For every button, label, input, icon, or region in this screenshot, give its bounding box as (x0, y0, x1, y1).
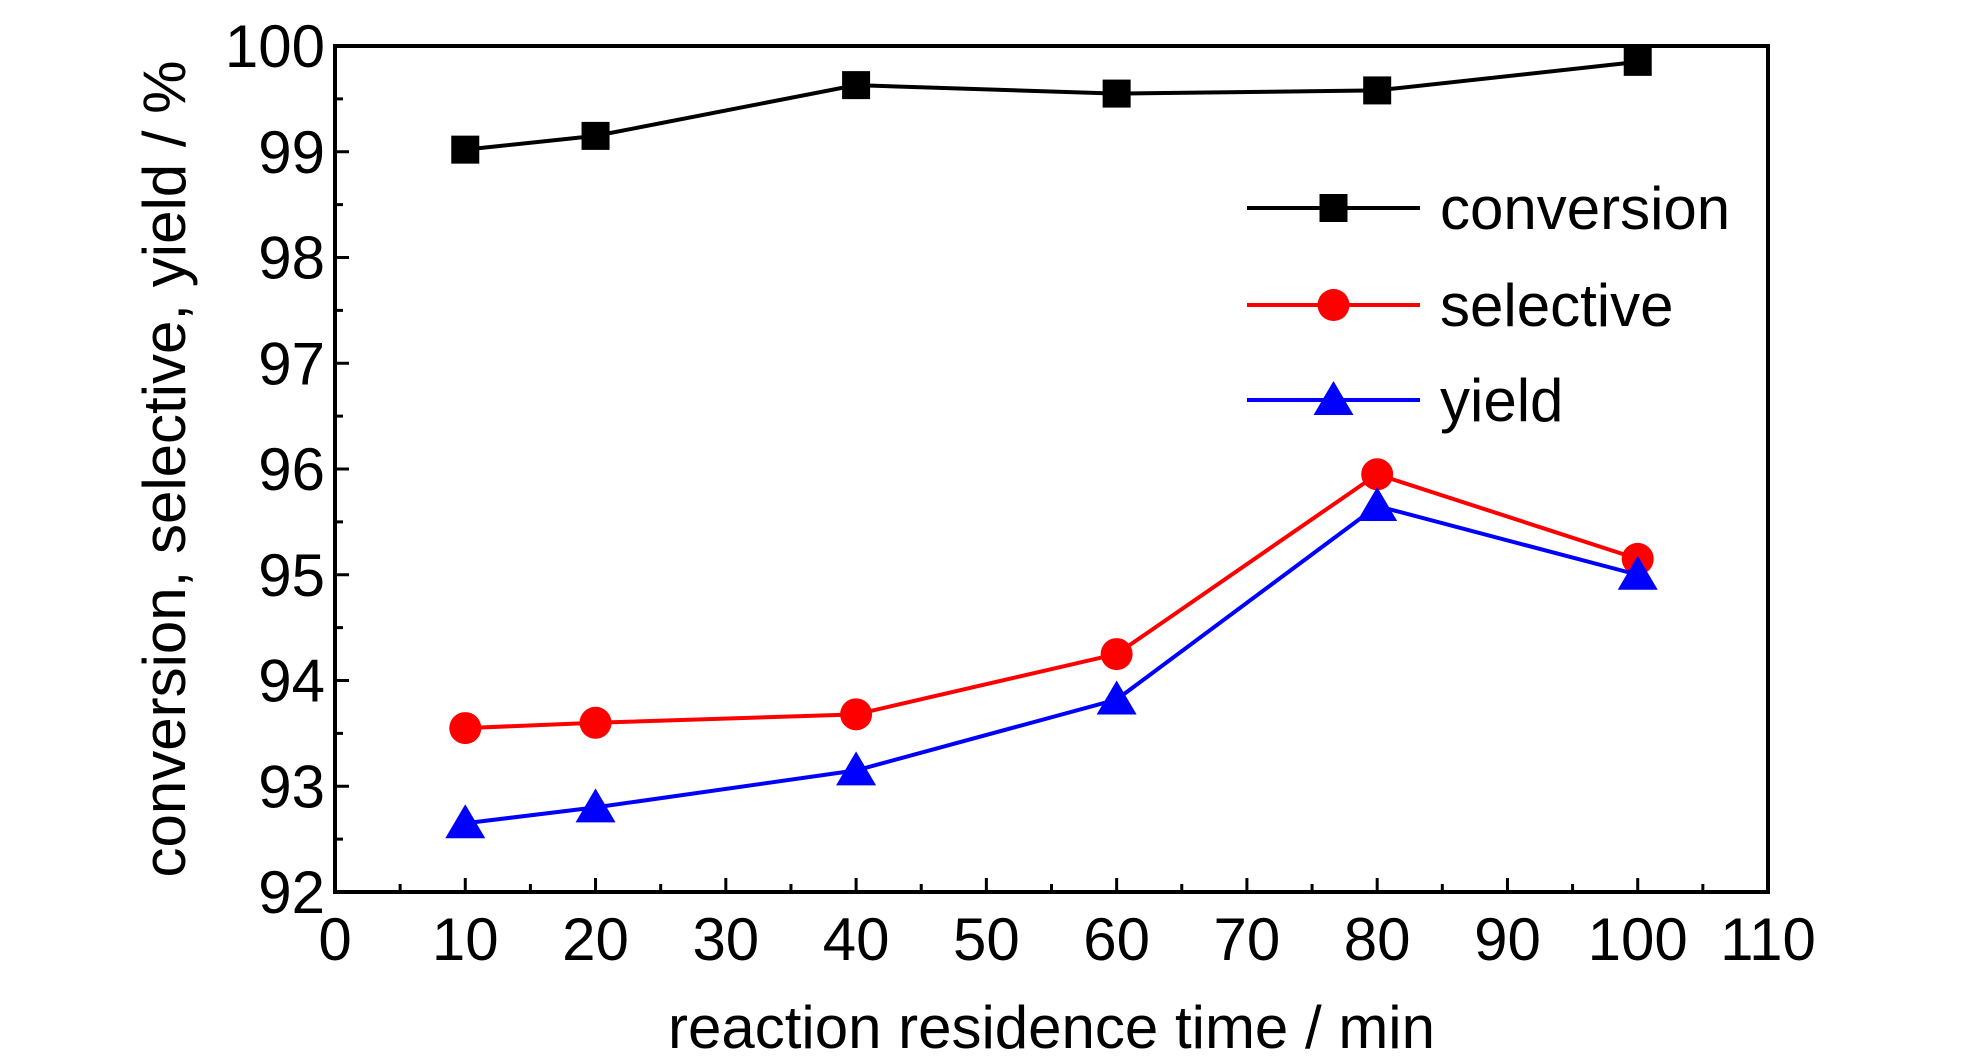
data-point-yield (575, 788, 616, 823)
legend-label-conversion: conversion (1440, 175, 1730, 242)
x-tick-label: 80 (1344, 906, 1411, 973)
data-point-conversion (842, 71, 871, 100)
y-tick-label: 95 (258, 542, 325, 609)
y-tick-label: 94 (258, 648, 325, 715)
x-tick-label: 100 (1588, 906, 1688, 973)
y-tick-label: 92 (258, 859, 325, 926)
legend-marker-selective (1317, 289, 1350, 321)
x-tick-label: 90 (1474, 906, 1541, 973)
data-point-yield (1096, 680, 1137, 715)
series-group (445, 47, 1658, 839)
data-point-conversion (581, 121, 610, 150)
y-axis-title: conversion, selective, yield / % (131, 60, 198, 877)
x-tick-label: 70 (1214, 906, 1281, 973)
x-tick-label: 40 (823, 906, 890, 973)
series-line-conversion (465, 59, 1638, 152)
x-tick-label: 0 (318, 906, 351, 973)
data-point-conversion (1623, 47, 1652, 76)
series-line-selective (465, 472, 1639, 731)
x-tick-label: 30 (692, 906, 759, 973)
plot-frame (333, 44, 1770, 894)
y-tick-label: 93 (258, 753, 325, 820)
x-tick-label: 110 (1720, 906, 1816, 973)
y-tick-label: 100 (225, 13, 325, 80)
x-axis-title: reaction residence time / min (668, 994, 1435, 1061)
y-tick-label: 99 (258, 119, 325, 186)
legend-item-selective: selective (1247, 272, 1673, 339)
data-point-selective (1361, 458, 1394, 491)
axis-ticks (333, 44, 1770, 894)
data-point-conversion (451, 135, 480, 164)
series-line-yield (465, 503, 1639, 826)
legend-marker-yield (1313, 381, 1354, 415)
data-point-yield (1617, 555, 1658, 590)
y-tick-label: 98 (258, 225, 325, 292)
data-point-yield (1357, 487, 1398, 522)
legend-label-selective: selective (1440, 272, 1673, 339)
tick-labels: 0 10 20 30 40 50 60 70 80 90 100 110 92 93 94 95 96 97 98 9… (225, 13, 1816, 973)
x-tick-label: 50 (953, 906, 1020, 973)
legend-label-yield: yield (1440, 367, 1563, 434)
legend-item-yield: yield (1247, 367, 1563, 434)
legend-item-conversion: conversion (1247, 175, 1730, 242)
data-point-selective (840, 698, 873, 731)
x-tick-label: 20 (562, 906, 629, 973)
y-tick-label: 96 (258, 436, 325, 503)
x-tick-label: 10 (432, 906, 499, 973)
series-yield (445, 487, 1658, 839)
data-point-selective (579, 706, 612, 739)
data-point-yield (836, 751, 877, 786)
y-tick-label: 97 (258, 330, 325, 397)
data-point-conversion (1363, 76, 1392, 105)
legend-marker-conversion (1319, 194, 1348, 222)
legend: conversion selective yield (1247, 175, 1730, 434)
series-conversion (451, 47, 1652, 164)
series-selective (449, 458, 1654, 745)
data-point-yield (445, 804, 486, 839)
x-tick-label: 60 (1083, 906, 1150, 973)
data-point-selective (449, 712, 482, 745)
data-point-selective (1100, 638, 1133, 671)
data-point-conversion (1102, 79, 1131, 108)
